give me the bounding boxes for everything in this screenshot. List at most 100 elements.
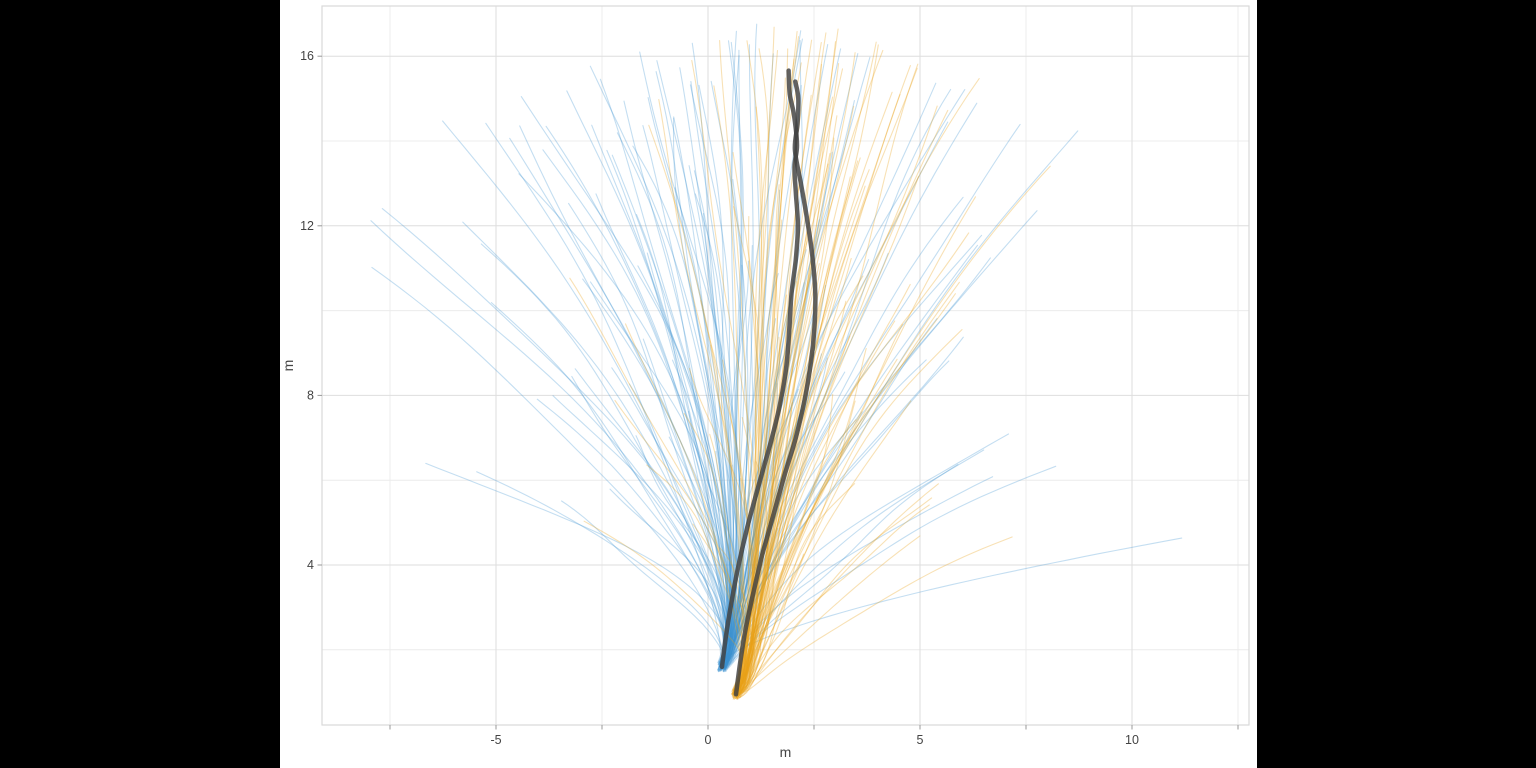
- trajectory-line: [722, 121, 949, 664]
- trajectory-line: [733, 257, 852, 694]
- trajectory-line: [735, 371, 822, 699]
- orange-mean-trajectory: [733, 79, 818, 697]
- trajectory-line: [724, 311, 815, 667]
- axis-ticks: [317, 55, 1239, 730]
- trajectory-line: [724, 38, 803, 668]
- trajectory-line: [739, 536, 1013, 695]
- trajectory-line: [642, 125, 729, 665]
- trajectory-line: [715, 450, 733, 665]
- trajectory-line: [658, 99, 747, 694]
- trajectory-line: [717, 151, 833, 664]
- y-tick-label: 4: [307, 558, 314, 572]
- trajectory-line: [722, 388, 799, 669]
- trajectory-chart[interactable]: -5 0 5 10 4 8 12 16 m m: [280, 0, 1257, 768]
- trajectory-line: [719, 259, 870, 666]
- trajectory-line: [542, 149, 731, 670]
- trajectory-line: [485, 122, 722, 671]
- trajectory-line: [611, 154, 728, 665]
- trajectory-line: [736, 294, 788, 700]
- y-tick-label: 8: [307, 388, 314, 402]
- trajectory-line: [574, 368, 725, 671]
- axis-tick-labels: -5 0 5 10 4 8 12 16: [300, 49, 1139, 747]
- trajectory-line: [717, 30, 737, 663]
- trajectory-line: [732, 67, 918, 700]
- trajectory-line: [737, 157, 861, 692]
- trajectory-line: [720, 465, 1057, 671]
- trajectory-line: [700, 300, 754, 698]
- trajectory-line: [668, 436, 732, 670]
- trajectory-line: [723, 178, 749, 669]
- trajectory-line: [688, 367, 755, 696]
- trajectory-line: [635, 214, 727, 672]
- trajectory-line: [568, 202, 730, 669]
- trajectory-line: [733, 137, 835, 699]
- trajectory-line: [694, 193, 738, 669]
- trajectory-line: [614, 399, 748, 694]
- trajectory-line: [371, 266, 725, 670]
- trajectory-line: [734, 105, 938, 693]
- trajectory-line: [647, 97, 733, 664]
- trajectory-line: [722, 84, 802, 668]
- trajectory-line: [721, 433, 1010, 668]
- trajectory-line: [733, 281, 960, 692]
- trajectory-line: [724, 41, 744, 672]
- trajectory-line: [490, 302, 728, 668]
- trajectory-line: [709, 433, 748, 692]
- trajectory-line: [724, 44, 754, 671]
- trajectory-line: [718, 464, 736, 668]
- trajectory-line: [569, 277, 741, 695]
- y-axis-title: m: [280, 360, 296, 372]
- trajectory-line: [381, 208, 726, 666]
- trajectory-line: [723, 102, 978, 668]
- y-tick-label: 12: [300, 219, 314, 233]
- trajectory-line: [732, 152, 760, 693]
- trajectory-line: [683, 413, 747, 692]
- trajectory-line: [689, 84, 732, 663]
- trajectory-line: [735, 62, 840, 691]
- trajectory-line: [720, 53, 774, 669]
- trajectory-line: [734, 41, 822, 695]
- trajectory-line: [724, 49, 742, 666]
- trajectory-line: [674, 187, 732, 671]
- trajectory-line: [655, 71, 731, 672]
- trajectory-lines: [370, 23, 1183, 700]
- trajectory-line: [518, 173, 730, 666]
- trajectory-line: [731, 281, 797, 695]
- trajectory-line: [718, 130, 1079, 667]
- trajectory-line: [646, 464, 746, 690]
- trajectory-line: [735, 335, 851, 692]
- trajectory-line: [599, 78, 731, 673]
- trajectory-line: [737, 41, 837, 694]
- trajectory-line: [736, 185, 866, 700]
- x-tick-label: -5: [490, 733, 501, 747]
- x-axis-title: m: [780, 744, 792, 760]
- grid-minor: [322, 6, 1249, 725]
- trajectory-line: [545, 125, 730, 668]
- trajectory-line: [738, 508, 782, 696]
- trajectory-line: [734, 329, 963, 694]
- trajectory-line: [733, 41, 877, 691]
- trajectory-line: [632, 145, 741, 672]
- trajectory-line: [720, 264, 744, 664]
- trajectory-line: [733, 400, 856, 700]
- trajectory-line: [688, 165, 733, 667]
- trajectory-line: [731, 544, 756, 697]
- trajectory-line: [733, 44, 879, 692]
- trajectory-line: [739, 300, 847, 699]
- trajectory-line: [672, 117, 728, 671]
- trajectory-line: [733, 497, 933, 698]
- trajectory-line: [520, 96, 734, 664]
- trajectory-line: [721, 210, 1038, 664]
- trajectory-line: [718, 383, 778, 672]
- trajectory-line: [691, 42, 735, 664]
- trajectory-line: [739, 461, 770, 692]
- trajectory-line: [719, 196, 964, 671]
- trajectory-line: [737, 347, 867, 697]
- trajectory-line: [723, 89, 966, 669]
- trajectory-line: [425, 462, 731, 671]
- trajectory-line: [738, 483, 856, 699]
- trajectory-line: [735, 93, 901, 695]
- trajectory-line: [724, 476, 994, 669]
- trajectory-line: [690, 80, 737, 664]
